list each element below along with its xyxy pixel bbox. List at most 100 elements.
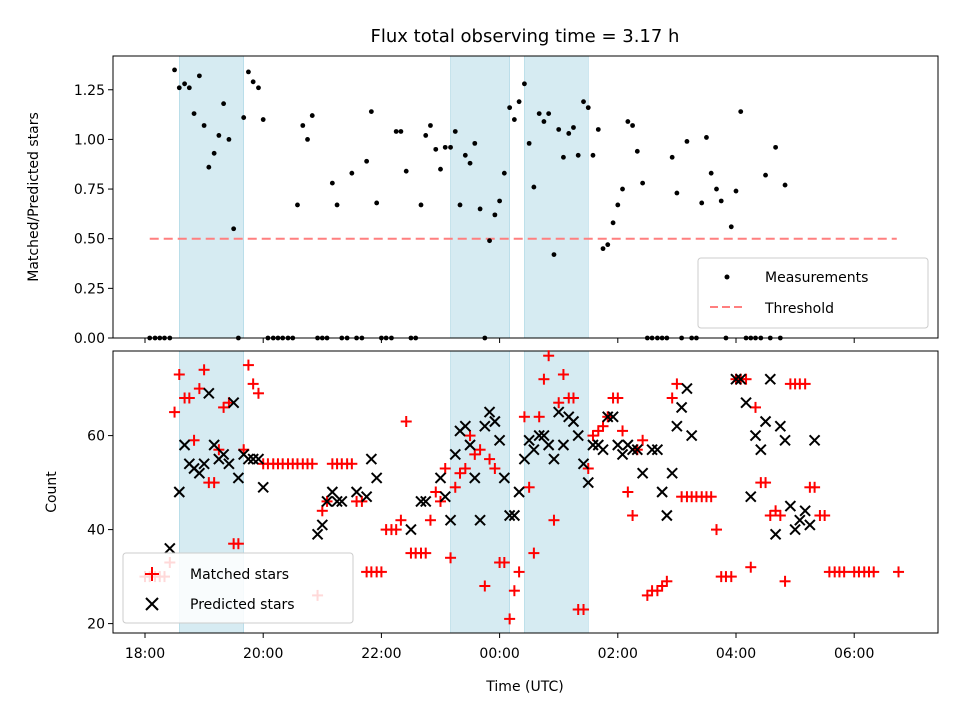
matched-star-point: [508, 585, 520, 597]
predicted-star-point-b: [420, 495, 432, 508]
matched-star-point: [764, 510, 776, 521]
measurement-point: [536, 111, 542, 116]
measurement-point: [448, 144, 453, 150]
matched-star-point: [523, 481, 535, 493]
predicted-star-point: [444, 514, 457, 526]
measurement-point: [408, 335, 414, 341]
matched-star-point: [518, 411, 530, 423]
measurement-point: [625, 119, 631, 124]
observing-interval-3: [524, 55, 589, 339]
measurement-point: [704, 135, 709, 140]
predicted-star-point-b: [651, 443, 664, 456]
predicted-star-point-b: [759, 415, 772, 428]
matched-star-point: [169, 406, 181, 418]
measurement-point: [748, 335, 754, 341]
predicted-star-point-b: [474, 514, 486, 526]
x-tick-label: 00:00: [479, 646, 519, 662]
predicted-star-point: [178, 439, 191, 451]
measurement-point: [182, 81, 187, 87]
predicted-star-point: [764, 373, 776, 385]
measurement-point: [723, 335, 729, 341]
measurement-point: [679, 335, 685, 341]
measurement-point: [280, 335, 286, 341]
matched-star-point: [439, 463, 451, 474]
measurement-point: [359, 335, 365, 341]
measurement-point: [531, 184, 537, 190]
predicted-star-point: [804, 519, 816, 531]
matched-star-point: [656, 580, 668, 592]
y-tick-label: 0.00: [74, 331, 105, 347]
measurement-point: [585, 105, 591, 111]
plot-area-top: [112, 55, 939, 339]
predicted-star-point-b: [518, 453, 531, 465]
measurement-point: [738, 109, 744, 115]
measurement-point: [305, 137, 310, 142]
predicted-star-point-b: [469, 472, 481, 484]
measurement-point: [590, 152, 596, 158]
predicted-star-point: [513, 486, 525, 498]
y-tick-label: 20: [87, 617, 105, 633]
measurement-point: [398, 129, 404, 134]
matched-star-point: [489, 463, 501, 474]
measurement-point: [507, 105, 513, 111]
predicted-star-point-b: [685, 429, 698, 442]
measurement-point: [364, 158, 370, 164]
predicted-star-point-b: [656, 486, 668, 498]
predicted-star-point-b: [666, 467, 678, 479]
y-tick-label: 0.25: [74, 281, 105, 297]
measurement-point: [226, 137, 232, 142]
measurement-point: [689, 335, 695, 341]
measurement-point: [782, 182, 788, 188]
measurement-point: [482, 335, 488, 341]
measurement-point: [186, 85, 192, 91]
predicted-star-point-b: [784, 500, 797, 512]
y-tick-label: 1.00: [74, 132, 105, 148]
predicted-star-point: [631, 443, 644, 456]
predicted-star-point: [365, 453, 378, 465]
predicted-star-point: [449, 448, 461, 461]
matched-star-point: [641, 589, 653, 601]
y-axis-label-bottom: Count: [44, 471, 60, 513]
plot-area-bottom: [112, 350, 939, 634]
predicted-star-point: [646, 443, 658, 456]
predicted-star-point-b: [582, 476, 594, 489]
predicted-star-point: [784, 500, 797, 512]
matched-star-point: [252, 387, 264, 399]
measurement-point: [644, 335, 650, 341]
predicted-star-point: [523, 434, 535, 447]
measurement-point: [442, 144, 448, 150]
y-tick-label: 60: [87, 429, 105, 445]
predicted-star-point-b: [336, 495, 348, 508]
predicted-star-point: [616, 448, 629, 461]
predicted-star-point: [434, 472, 447, 484]
predicted-star-point: [474, 514, 486, 526]
predicted-star-point: [198, 458, 210, 470]
predicted-star-point: [572, 429, 584, 442]
measurement-point: [511, 117, 517, 122]
matched-star-point: [651, 585, 663, 597]
predicted-star-point: [173, 486, 185, 498]
matched-star-point: [430, 486, 442, 498]
predicted-star-point: [528, 443, 540, 456]
measurement-point: [649, 335, 655, 341]
measurement-points: [147, 67, 788, 341]
predicted-star-point-b: [661, 509, 673, 522]
predicted-star-point-b: [331, 495, 343, 508]
predicted-star-point: [557, 439, 570, 451]
predicted-star-point: [661, 509, 673, 522]
predicted-star-point: [607, 411, 619, 423]
measurement-point: [487, 238, 492, 244]
matched-star-point: [395, 514, 407, 526]
predicted-star-point: [164, 542, 176, 555]
predicted-star-point-b: [365, 453, 378, 465]
predicted-star-point-b: [755, 443, 767, 456]
predicted-star-point-b: [631, 443, 644, 456]
predicted-star-point: [360, 490, 373, 503]
predicted-star-point: [552, 406, 565, 418]
predicted-star-point-b: [483, 406, 496, 418]
matched-star-point: [819, 510, 831, 521]
predicted-star-point: [232, 472, 245, 484]
measurement-point: [526, 140, 532, 146]
measurement-point: [235, 335, 241, 341]
